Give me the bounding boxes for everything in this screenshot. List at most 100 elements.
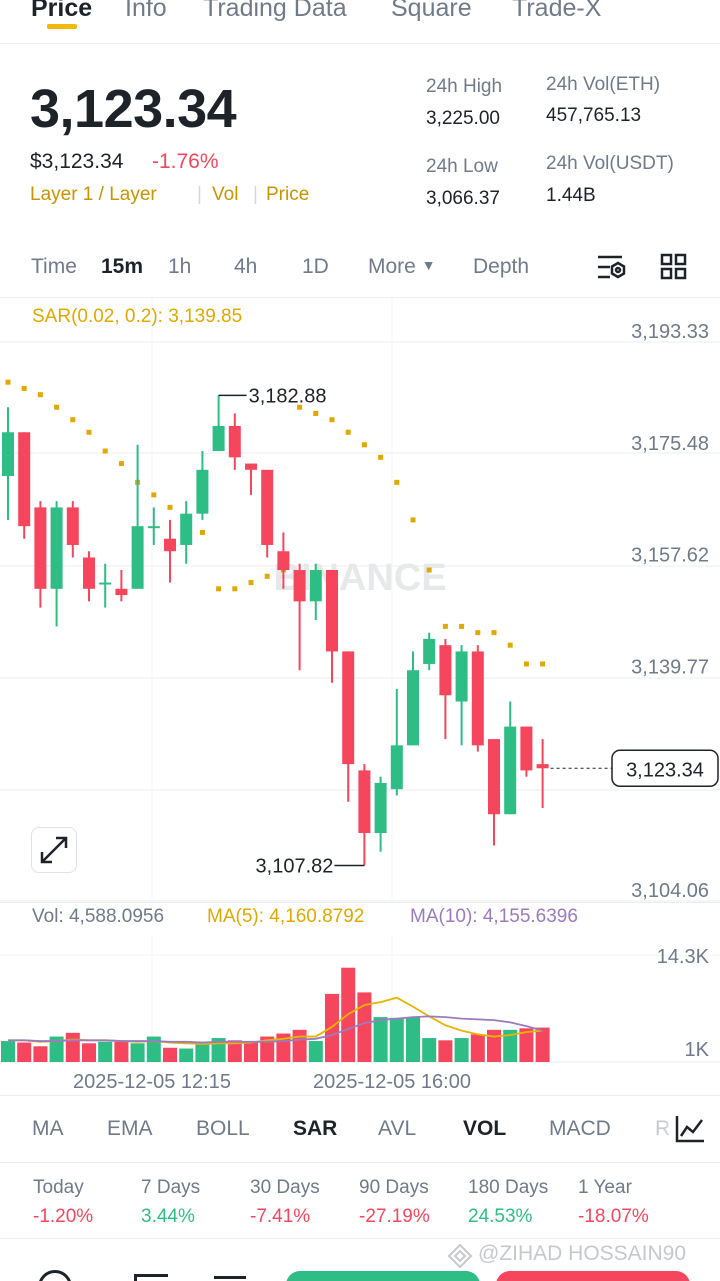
sar-point [475,630,481,636]
volume-bar [519,1028,534,1062]
chart-settings-icon[interactable] [596,253,628,283]
interval-more[interactable]: More ▼ [368,255,436,279]
candle-body [50,507,63,589]
interval-depth[interactable]: Depth [473,255,530,278]
sar-point [442,623,448,629]
candle-body [99,582,112,585]
candlestick-chart[interactable]: BINANCE 3,193.333,175.483,157.623,139.77… [0,298,720,903]
candle-body [455,651,468,702]
performance-divider [0,1162,720,1163]
sar-point [297,404,303,410]
candle-body [34,507,47,589]
buy-button[interactable] [286,1271,480,1281]
price-tag[interactable]: Price [266,184,310,205]
top-tab-bar: Price Info Trading Data Square Trade-X [0,0,720,44]
tab-price[interactable]: Price [31,0,93,22]
sar-point [232,586,238,592]
sar-point [361,442,367,448]
candle [83,551,95,602]
sar-point [426,567,432,573]
candle-body [471,651,484,746]
volume-bar [422,1038,437,1062]
price-axis-label: 3,139.77 [631,656,709,678]
candle [536,739,549,808]
candle [196,451,209,520]
volume-bar [114,1041,129,1062]
sar-point [216,586,222,592]
volume-chart[interactable]: 14.3K 1K 2025-12-05 12:15 2025-12-05 16:00 [0,935,720,1095]
indicator-vol[interactable]: VOL [463,1117,507,1140]
volume-bar [82,1043,96,1062]
sar-point [5,379,11,385]
sar-point [394,479,400,485]
candle [66,501,79,558]
binance-square-icon [447,1243,473,1269]
indicator-chart-icon[interactable] [674,1114,706,1144]
grid-layout-icon[interactable] [660,253,688,281]
indicator-avl[interactable]: AVL [378,1117,417,1140]
tag-divider: | [253,184,258,205]
sell-button[interactable] [496,1271,690,1281]
tab-info[interactable]: Info [125,0,167,22]
volume-bar [33,1046,48,1062]
volume-bar [98,1041,113,1062]
candle [309,563,322,621]
volume-bar [130,1043,145,1062]
tab-trade-x[interactable]: Trade-X [512,0,602,22]
volume-bar [260,1036,275,1062]
fullscreen-button[interactable] [31,827,77,873]
interval-1h[interactable]: 1h [168,255,192,278]
sar-point [167,504,173,510]
indicator-sar[interactable]: SAR [293,1117,338,1140]
volume-bar [65,1032,80,1062]
volume-bar [373,1017,388,1062]
indicator-ema[interactable]: EMA [107,1117,153,1140]
candle [520,726,533,777]
sar-point [86,429,92,435]
candle [504,701,517,815]
indicator-macd[interactable]: MACD [549,1117,611,1140]
candle [358,764,371,866]
tab-square[interactable]: Square [391,0,472,22]
low-value: 3,066.37 [426,188,500,209]
sar-point [459,623,465,629]
sar-point [491,630,497,636]
last-price: 3,123.34 [30,79,237,139]
candle-body [277,551,290,571]
interval-time[interactable]: Time [31,255,77,278]
volume-bar [17,1042,32,1062]
sar-legend: SAR(0.02, 0.2): 3,139.85 [32,306,243,327]
performance-label: 1 Year [578,1177,632,1198]
candle-body [439,645,452,696]
interval-4h[interactable]: 4h [234,255,258,278]
tab-trading-data[interactable]: Trading Data [203,0,347,22]
fiat-price: $3,123.34 [30,150,124,173]
vol-tag[interactable]: Vol [212,184,239,205]
indicator-boll[interactable]: BOLL [196,1117,250,1140]
price-change: -1.76% [152,150,219,173]
alert-icon[interactable] [134,1274,168,1281]
indicator-divider [0,1095,720,1096]
caret-down-icon: ▼ [421,257,436,273]
current-price-tag [611,749,719,788]
candle-body [390,745,403,790]
sar-point [102,448,108,454]
sar-point [378,454,384,460]
candle [407,651,419,746]
category-tag[interactable]: Layer 1 / Layer [30,184,157,205]
share-icon[interactable] [214,1276,246,1281]
candle-body [228,425,241,458]
candle [212,395,225,452]
interval-15m[interactable]: 15m [101,255,144,278]
indicator-ma[interactable]: MA [32,1117,64,1140]
interval-1d[interactable]: 1D [302,255,329,278]
more-icon[interactable] [38,1270,72,1281]
volume-bar [195,1042,210,1062]
performance-value: -18.07% [578,1206,649,1227]
high-label: 24h High [426,76,503,97]
volume-bar [163,1047,177,1062]
candle-body [180,513,193,545]
volume-axis-bottom: 1K [685,1039,710,1061]
candle-body [83,557,95,589]
candle [228,413,241,470]
